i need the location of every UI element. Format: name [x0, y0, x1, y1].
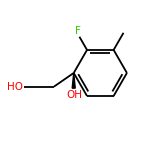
Text: F: F — [75, 26, 81, 36]
Text: OH: OH — [66, 90, 83, 100]
Text: HO: HO — [7, 82, 23, 92]
Polygon shape — [72, 73, 75, 88]
